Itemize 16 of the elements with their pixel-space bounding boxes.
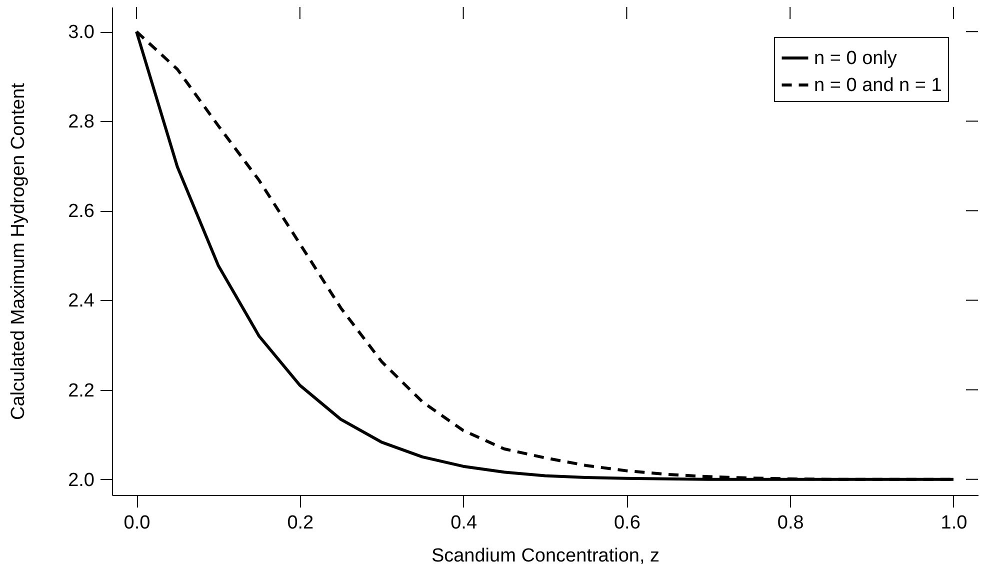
x-tick-label: 0.4: [450, 512, 478, 534]
x-tick-label: 1.0: [940, 512, 968, 534]
legend-label: n = 0 and n = 1: [814, 75, 942, 96]
y-axis-title: Calculated Maximum Hydrogen Content: [8, 82, 30, 420]
legend-label: n = 0 only: [814, 48, 898, 69]
y-tick-label: 2.2: [68, 380, 94, 402]
y-tick-label: 2.8: [68, 112, 94, 133]
x-tick-label: 0.2: [287, 512, 314, 534]
x-tick-label: 0.6: [614, 512, 640, 534]
y-tick-label: 2.6: [68, 201, 94, 222]
x-axis-title: Scandium Concentration, z: [431, 546, 660, 566]
x-tick-label: 0.8: [777, 512, 804, 534]
y-tick-label: 3.0: [68, 22, 94, 44]
y-tick-label: 2.4: [68, 290, 95, 312]
y-tick-label: 2.0: [68, 470, 94, 491]
x-tick-label: 0.0: [124, 512, 150, 534]
